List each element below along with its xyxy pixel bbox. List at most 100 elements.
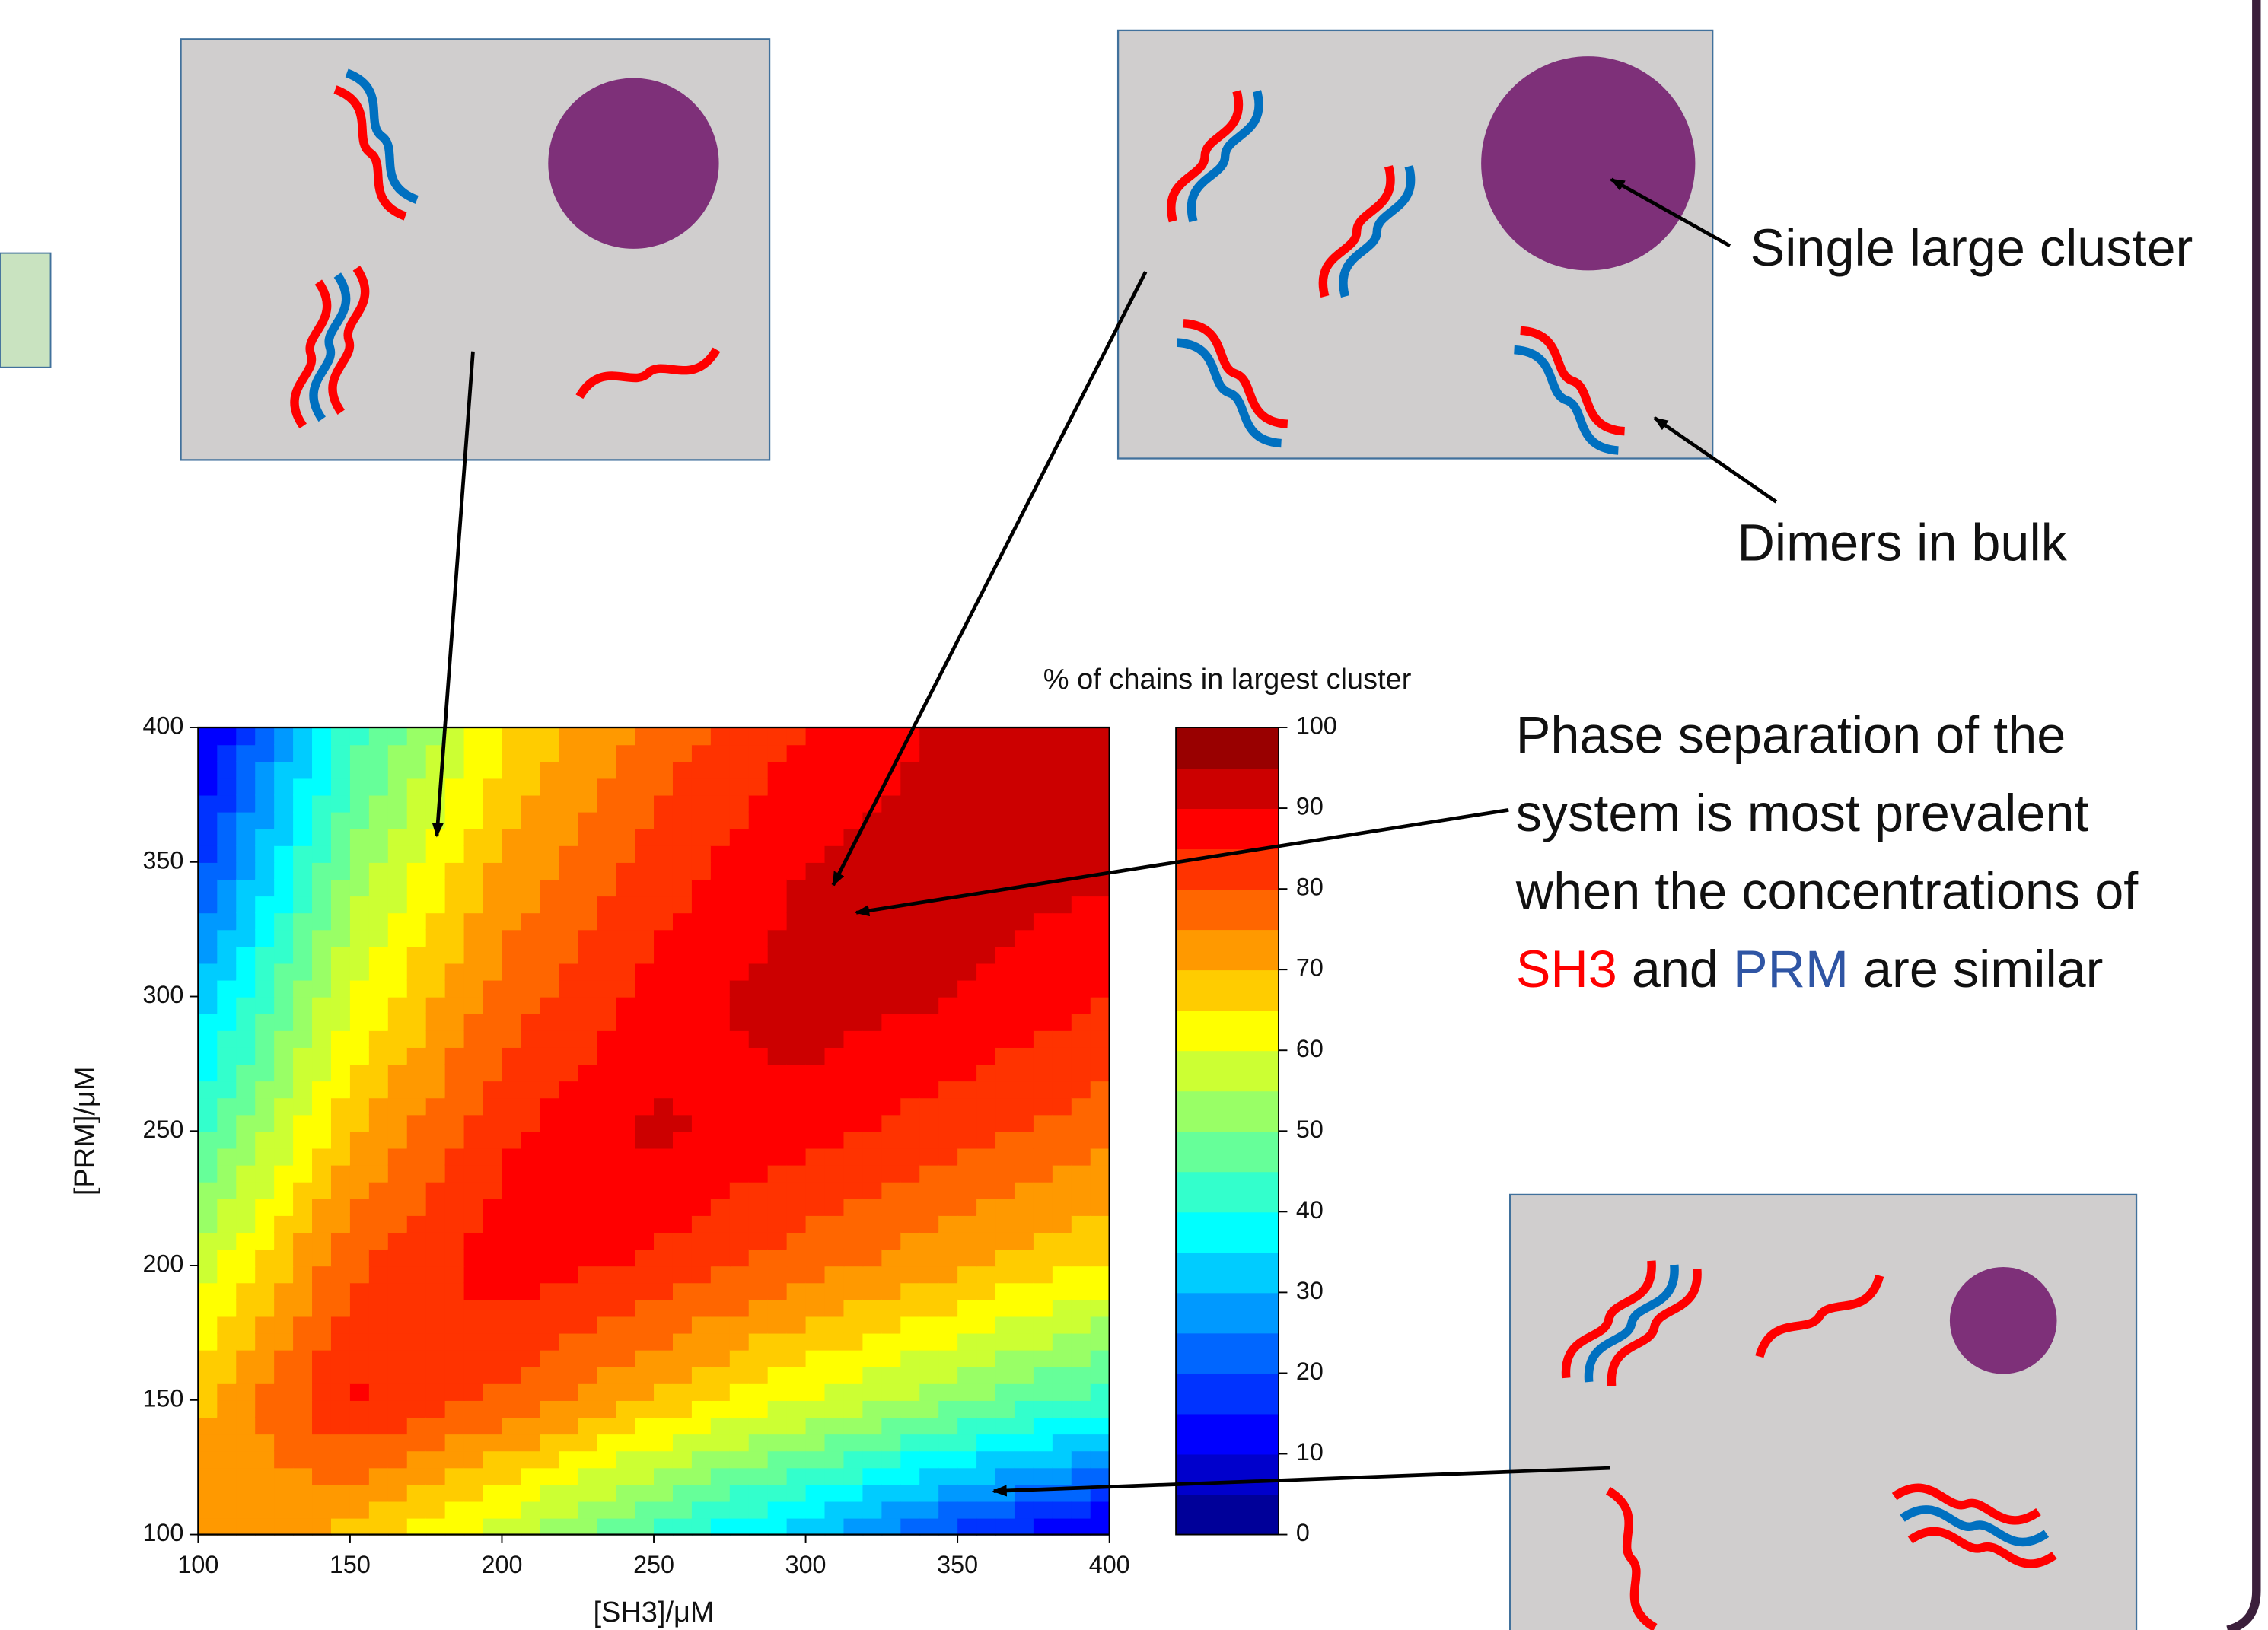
contour-cell [995, 1114, 1015, 1132]
contour-cell [843, 727, 863, 745]
contour-cell [350, 1467, 370, 1485]
contour-cell [1034, 1064, 1053, 1081]
contour-cell [483, 1097, 503, 1115]
x-tick-label: 350 [937, 1551, 978, 1578]
contour-cell [198, 879, 218, 896]
contour-cell [787, 1417, 807, 1434]
contour-cell [1053, 1332, 1072, 1350]
contour-cell [312, 1282, 332, 1300]
contour-cell [1053, 761, 1072, 778]
contour-cell [1053, 1030, 1072, 1048]
y-tick-label: 350 [142, 846, 183, 874]
contour-cell [274, 727, 294, 745]
contour-cell [445, 1417, 465, 1434]
contour-cell [578, 1383, 597, 1401]
page: {"chart_data": {"type": "contour", "xlab… [0, 0, 2268, 1630]
contour-cell [938, 1199, 958, 1216]
contour-cell [540, 946, 559, 963]
contour-cell [540, 1131, 559, 1148]
contour-cell [331, 811, 351, 829]
x-axis-label: [SH3]/μM [593, 1597, 714, 1628]
contour-cell [825, 1114, 845, 1132]
contour-cell [445, 1081, 465, 1098]
contour-cell [995, 912, 1015, 930]
contour-cell [806, 1400, 826, 1418]
contour-cell [521, 1316, 540, 1333]
contour-cell [483, 845, 503, 863]
contour-cell [1015, 1182, 1034, 1199]
contour-cell [1034, 1484, 1053, 1501]
contour-cell [862, 1047, 882, 1065]
contour-cell [673, 811, 693, 829]
contour-cell [369, 794, 389, 812]
contour-cell [730, 845, 750, 863]
contour-cell [673, 1232, 693, 1250]
contour-cell [881, 946, 901, 963]
contour-cell [255, 1131, 275, 1148]
contour-cell [407, 1517, 427, 1535]
contour-cell [578, 879, 597, 896]
contour-cell [388, 1014, 408, 1031]
contour-cell [806, 1030, 826, 1048]
contour-cell [426, 1199, 446, 1216]
contour-cell [1091, 1400, 1110, 1418]
contour-cell [957, 1114, 977, 1132]
contour-cell [521, 1249, 540, 1266]
contour-cell [559, 1282, 578, 1300]
contour-cell [1015, 1434, 1034, 1451]
contour-cell [1091, 1081, 1110, 1098]
contour-cell [426, 1249, 446, 1266]
contour-cell [995, 862, 1015, 880]
contour-cell [274, 997, 294, 1014]
contour-cell [862, 862, 882, 880]
contour-cell [938, 1383, 958, 1401]
contour-cell [369, 1199, 389, 1216]
contour-cell [825, 1232, 845, 1250]
contour-cell [806, 1114, 826, 1132]
contour-cell [995, 845, 1015, 863]
contour-cell [502, 1434, 521, 1451]
contour-cell [445, 761, 465, 778]
contour-cell [862, 1182, 882, 1199]
contour-cell [806, 997, 826, 1014]
contour-cell [597, 761, 616, 778]
colorbar-band [1176, 1090, 1279, 1132]
contour-cell [787, 1164, 807, 1182]
contour-cell [464, 1030, 484, 1048]
contour-cell [995, 778, 1015, 795]
contour-cell [616, 1199, 635, 1216]
colorbar-tick-label: 10 [1296, 1438, 1324, 1466]
contour-cell [426, 1081, 446, 1098]
contour-cell [635, 929, 655, 947]
contour-cell [1053, 929, 1072, 947]
contour-cell [521, 997, 540, 1014]
contour-cell [881, 1383, 901, 1401]
contour-cell [578, 963, 597, 980]
contour-cell [331, 1182, 351, 1199]
contour-cell [388, 829, 408, 846]
contour-cell [919, 1316, 939, 1333]
contour-cell [407, 1164, 427, 1182]
contour-cell [502, 794, 521, 812]
contour-cell [388, 778, 408, 795]
contour-cell [957, 1164, 977, 1182]
contour-cell [331, 1164, 351, 1182]
contour-cell [1072, 1517, 1091, 1535]
contour-cell [1091, 1131, 1110, 1148]
contour-cell [843, 1064, 863, 1081]
contour-cell [787, 929, 807, 947]
contour-cell [217, 1047, 237, 1065]
contour-cell [331, 744, 351, 762]
contour-cell [369, 1400, 389, 1418]
contour-cell [635, 879, 655, 896]
contour-cell [255, 761, 275, 778]
contour-cell [768, 912, 788, 930]
contour-cell [787, 997, 807, 1014]
contour-cell [236, 963, 256, 980]
contour-cell [900, 1332, 920, 1350]
contour-cell [312, 761, 332, 778]
contour-cell [1015, 1350, 1034, 1367]
contour-cell [635, 997, 655, 1014]
contour-cell [521, 1450, 540, 1468]
contour-cell [938, 811, 958, 829]
